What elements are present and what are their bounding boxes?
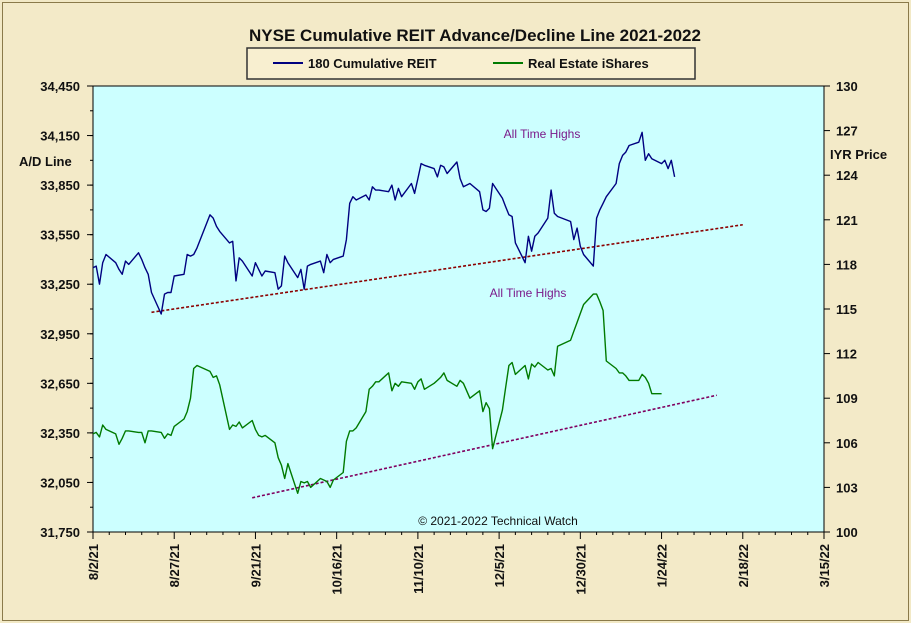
x-tick-label: 3/15/22	[817, 544, 832, 587]
left-tick-label: 32,650	[40, 376, 80, 391]
left-tick-label: 31,750	[40, 525, 80, 540]
x-axis-ticks: 8/2/21 8/27/21 9/21/21 10/16/21 11/10/21 12/5…	[86, 532, 832, 595]
right-tick-label: 100	[836, 525, 858, 540]
right-tick-label: 124	[836, 168, 858, 183]
right-axis-ticks: 130 127 124 121 118 115 112 109 106 103 100	[824, 79, 858, 540]
right-tick-label: 109	[836, 391, 858, 406]
series-line-180-cumulative-reit	[92, 131, 676, 315]
right-tick-label: 106	[836, 436, 858, 451]
legend: 180 Cumulative REIT Real Estate iShares	[246, 47, 696, 80]
x-tick-label: 12/30/21	[573, 544, 588, 595]
right-tick-label: 130	[836, 79, 858, 94]
legend-label-iyr: Real Estate iShares	[528, 56, 649, 71]
left-axis-label: A/D Line	[19, 154, 72, 169]
right-tick-label: 115	[836, 302, 857, 317]
plot-area	[92, 85, 825, 533]
x-tick-label: 1/24/22	[655, 544, 670, 587]
right-tick-label: 112	[836, 347, 857, 362]
left-tick-label: 33,550	[40, 228, 80, 243]
trendlines	[151, 223, 743, 499]
left-tick-label: 34,150	[40, 129, 80, 144]
left-tick-label: 32,350	[40, 426, 80, 441]
x-tick-label: 8/2/21	[86, 544, 101, 580]
annotation-all-time-highs-iyr: All Time Highs	[490, 286, 567, 300]
left-axis-ticks: 34,450 34,150 33,850 33,550 33,250 32,950 32,6…	[40, 79, 93, 540]
right-tick-label: 121	[836, 213, 858, 228]
left-tick-label: 34,450	[40, 79, 80, 94]
right-tick-label: 127	[836, 124, 858, 139]
series-lines	[92, 131, 676, 494]
x-tick-label: 11/10/21	[411, 544, 426, 594]
x-tick-label: 2/18/22	[736, 544, 751, 587]
left-tick-label: 32,950	[40, 327, 80, 342]
right-tick-label: 103	[836, 480, 858, 495]
legend-label-a-d-line: 180 Cumulative REIT	[308, 56, 437, 71]
right-tick-label: 118	[836, 257, 857, 272]
right-axis-label: IYR Price	[830, 147, 887, 162]
left-tick-label: 33,250	[40, 277, 80, 292]
copyright-text: © 2021-2022 Technical Watch	[418, 514, 578, 528]
trendline-right	[252, 394, 717, 499]
legend-box	[246, 47, 696, 80]
chart-title: NYSE Cumulative REIT Advance/Decline Lin…	[249, 26, 701, 45]
series-line-real-estate-ishares	[92, 293, 662, 494]
left-tick-label: 32,050	[40, 475, 80, 490]
annotation-all-time-highs-ad: All Time Highs	[504, 127, 581, 141]
x-tick-label: 8/27/21	[167, 544, 182, 587]
x-tick-label: 9/21/21	[248, 544, 263, 587]
left-tick-label: 33,850	[40, 178, 80, 193]
x-tick-label: 10/16/21	[330, 544, 345, 595]
x-tick-label: 12/5/21	[492, 544, 507, 587]
chart-canvas: NYSE Cumulative REIT Advance/Decline Lin…	[19, 26, 887, 595]
